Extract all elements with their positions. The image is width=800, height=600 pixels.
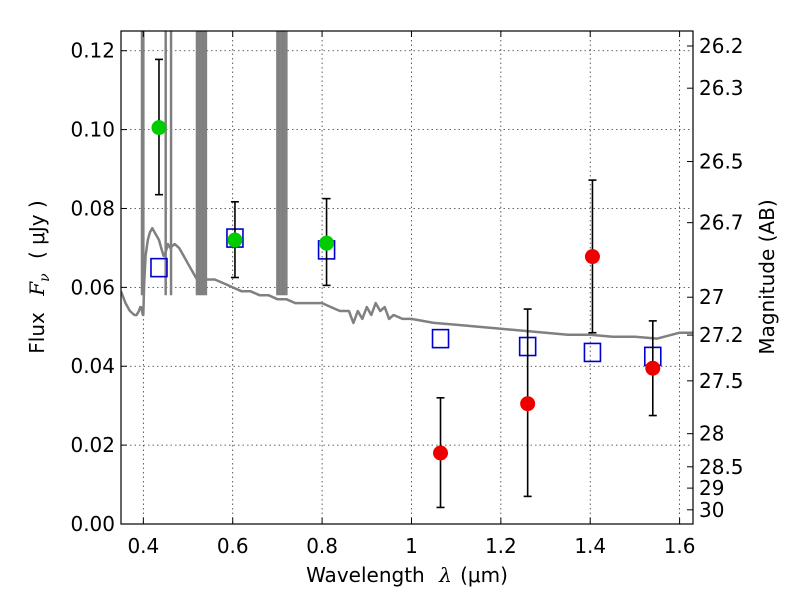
plot-frame: [120, 30, 694, 525]
observed-flux-point: [319, 235, 335, 251]
y2-tick-label: 27.5: [699, 369, 744, 393]
y2-tick-label: 26.3: [699, 76, 744, 100]
x-axis-label: Wavelength λ (μm): [306, 563, 508, 587]
x-tick-label: 1.2: [485, 534, 517, 558]
y2-tick-label: 29: [699, 476, 724, 500]
observed-flux-point: [645, 360, 661, 376]
x-tick-label: 1: [405, 534, 418, 558]
y2-tick-label: 28.5: [699, 455, 744, 479]
x-tick-label: 1.6: [664, 534, 696, 558]
y-tick-label: 0.02: [70, 433, 115, 457]
y2-tick-label: 26.5: [699, 150, 744, 174]
y-tick-label: 0.04: [70, 354, 115, 378]
y2-tick-label: 26.7: [699, 211, 744, 235]
observed-flux-point: [584, 249, 600, 265]
model-photometry-square: [431, 328, 450, 349]
model-photometry-square: [583, 342, 602, 363]
x-tick-label: 0.6: [217, 534, 249, 558]
model-photometry-square: [150, 257, 168, 278]
y2-tick-label: 27.2: [699, 323, 744, 347]
x-tick-label: 0.4: [127, 534, 159, 558]
y-tick-label: 0.06: [70, 275, 115, 299]
y2-tick-label: 30: [699, 498, 724, 522]
markers: [150, 58, 662, 509]
plot-area: [121, 31, 693, 340]
x-tick-label: 0.8: [306, 534, 338, 558]
y-tick-label: 0.10: [70, 118, 115, 142]
observed-flux-point: [151, 120, 167, 136]
y2-tick-label: 27: [699, 285, 724, 309]
x-tick-label: 1.4: [574, 534, 606, 558]
ticks: 0.4 0.6 0.8 1 1.2 1.4 1.6 0.00 0.02 0.04 0.06 0.08 0…: [70, 31, 744, 558]
y-axis-label: Flux Fν ( μJy ): [25, 200, 54, 353]
y-tick-label: 0.00: [70, 512, 115, 536]
observed-flux-point: [227, 232, 243, 248]
y2-axis-label: Magnitude (AB): [755, 199, 779, 354]
y-tick-label: 0.12: [70, 39, 115, 63]
sed-model-line: [121, 226, 693, 340]
grid: [121, 31, 693, 525]
observed-flux-point: [433, 445, 449, 461]
y2-tick-label: 28: [699, 422, 724, 446]
y2-tick-label: 26.2: [699, 34, 744, 58]
observed-flux-point: [520, 396, 536, 412]
y-tick-label: 0.08: [70, 196, 115, 220]
